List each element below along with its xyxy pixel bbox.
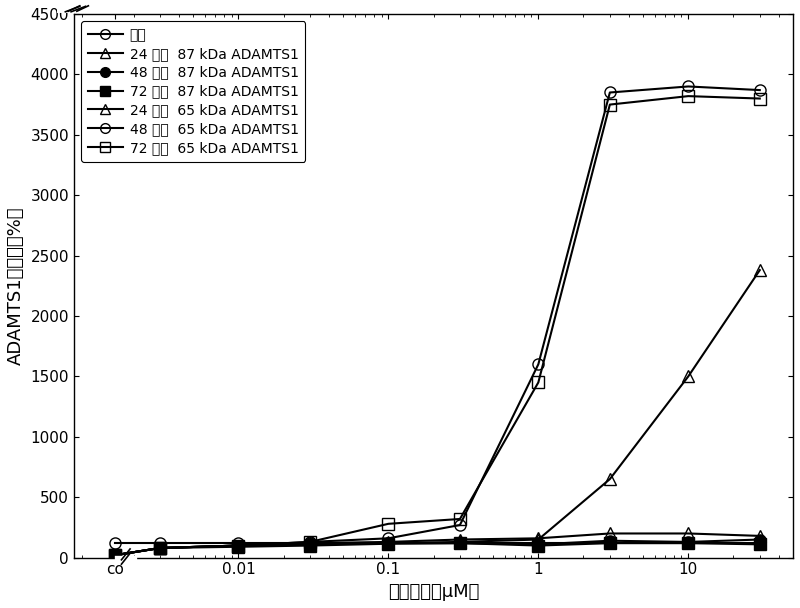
24 小时  87 kDa ADAMTS1: [110, 551, 120, 559]
48 小时  87 kDa ADAMTS1: [605, 537, 614, 544]
24 小时  87 kDa ADAMTS1: [455, 538, 465, 545]
48 小时  87 kDa ADAMTS1: [155, 544, 165, 551]
24 小时  87 kDa ADAMTS1: [234, 542, 243, 549]
48 小时  65 kDa ADAMTS1: [534, 361, 543, 368]
24 小时  87 kDa ADAMTS1: [305, 541, 314, 548]
48 小时  87 kDa ADAMTS1: [305, 541, 314, 548]
72 小时  87 kDa ADAMTS1: [605, 539, 614, 547]
24 小时  87 kDa ADAMTS1: [605, 475, 614, 483]
72 小时  65 kDa ADAMTS1: [155, 544, 165, 551]
对照: [110, 539, 120, 547]
Legend: 对照, 24 小时  87 kDa ADAMTS1, 48 小时  87 kDa ADAMTS1, 72 小时  87 kDa ADAMTS1, 24 小时  : 对照, 24 小时 87 kDa ADAMTS1, 48 小时 87 kDa A…: [81, 21, 306, 162]
48 小时  87 kDa ADAMTS1: [683, 538, 693, 545]
Line: 对照: 对照: [110, 537, 766, 548]
对照: [755, 539, 765, 547]
72 小时  87 kDa ADAMTS1: [234, 543, 243, 550]
72 小时  65 kDa ADAMTS1: [755, 95, 765, 102]
72 小时  65 kDa ADAMTS1: [605, 101, 614, 108]
48 小时  65 kDa ADAMTS1: [155, 544, 165, 551]
24 小时  65 kDa ADAMTS1: [534, 534, 543, 542]
72 小时  87 kDa ADAMTS1: [110, 551, 120, 559]
Line: 24 小时  87 kDa ADAMTS1: 24 小时 87 kDa ADAMTS1: [110, 264, 766, 561]
48 小时  65 kDa ADAMTS1: [383, 534, 393, 542]
48 小时  65 kDa ADAMTS1: [305, 538, 314, 545]
48 小时  65 kDa ADAMTS1: [110, 551, 120, 559]
72 小时  65 kDa ADAMTS1: [234, 542, 243, 549]
Line: 24 小时  65 kDa ADAMTS1: 24 小时 65 kDa ADAMTS1: [110, 528, 766, 561]
72 小时  65 kDa ADAMTS1: [383, 520, 393, 528]
48 小时  87 kDa ADAMTS1: [755, 536, 765, 543]
24 小时  65 kDa ADAMTS1: [683, 530, 693, 537]
48 小时  87 kDa ADAMTS1: [110, 551, 120, 559]
48 小时  65 kDa ADAMTS1: [455, 522, 465, 529]
对照: [234, 539, 243, 547]
72 小时  65 kDa ADAMTS1: [534, 379, 543, 386]
Line: 48 小时  87 kDa ADAMTS1: 48 小时 87 kDa ADAMTS1: [110, 534, 766, 561]
48 小时  65 kDa ADAMTS1: [755, 86, 765, 94]
对照: [534, 539, 543, 547]
X-axis label: 西仓吉肽［μM］: 西仓吉肽［μM］: [388, 583, 479, 601]
Line: 72 小时  65 kDa ADAMTS1: 72 小时 65 kDa ADAMTS1: [110, 91, 766, 561]
24 小时  87 kDa ADAMTS1: [755, 266, 765, 274]
72 小时  65 kDa ADAMTS1: [455, 516, 465, 523]
24 小时  87 kDa ADAMTS1: [155, 544, 165, 551]
对照: [155, 539, 165, 547]
72 小时  87 kDa ADAMTS1: [683, 539, 693, 547]
48 小时  65 kDa ADAMTS1: [605, 89, 614, 96]
72 小时  65 kDa ADAMTS1: [305, 538, 314, 545]
24 小时  65 kDa ADAMTS1: [455, 536, 465, 543]
72 小时  87 kDa ADAMTS1: [155, 544, 165, 551]
24 小时  87 kDa ADAMTS1: [534, 536, 543, 543]
72 小时  87 kDa ADAMTS1: [455, 539, 465, 547]
24 小时  65 kDa ADAMTS1: [605, 530, 614, 537]
对照: [683, 539, 693, 547]
Line: 48 小时  65 kDa ADAMTS1: 48 小时 65 kDa ADAMTS1: [110, 81, 766, 561]
24 小时  65 kDa ADAMTS1: [155, 544, 165, 551]
对照: [305, 539, 314, 547]
24 小时  65 kDa ADAMTS1: [383, 538, 393, 545]
24 小时  65 kDa ADAMTS1: [755, 532, 765, 539]
24 小时  65 kDa ADAMTS1: [305, 539, 314, 547]
Y-axis label: ADAMTS1［对照的%］: ADAMTS1［对照的%］: [7, 207, 25, 365]
48 小时  87 kDa ADAMTS1: [383, 539, 393, 547]
对照: [383, 539, 393, 547]
24 小时  65 kDa ADAMTS1: [110, 551, 120, 559]
72 小时  87 kDa ADAMTS1: [383, 540, 393, 547]
24 小时  87 kDa ADAMTS1: [683, 373, 693, 380]
48 小时  87 kDa ADAMTS1: [455, 539, 465, 547]
72 小时  65 kDa ADAMTS1: [110, 551, 120, 559]
48 小时  65 kDa ADAMTS1: [234, 542, 243, 549]
对照: [605, 539, 614, 547]
72 小时  87 kDa ADAMTS1: [305, 542, 314, 549]
对照: [455, 539, 465, 547]
24 小时  65 kDa ADAMTS1: [234, 542, 243, 549]
24 小时  87 kDa ADAMTS1: [383, 539, 393, 547]
72 小时  87 kDa ADAMTS1: [755, 541, 765, 548]
72 小时  87 kDa ADAMTS1: [534, 542, 543, 549]
48 小时  65 kDa ADAMTS1: [683, 83, 693, 90]
Line: 72 小时  87 kDa ADAMTS1: 72 小时 87 kDa ADAMTS1: [110, 537, 766, 561]
48 小时  87 kDa ADAMTS1: [534, 541, 543, 548]
72 小时  65 kDa ADAMTS1: [683, 92, 693, 100]
48 小时  87 kDa ADAMTS1: [234, 542, 243, 549]
